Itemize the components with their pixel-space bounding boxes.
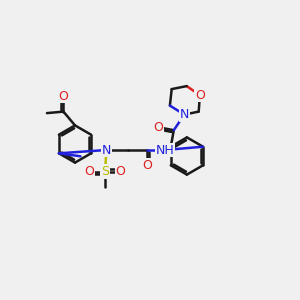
- Text: O: O: [85, 165, 94, 178]
- Text: O: O: [58, 89, 68, 103]
- Text: O: O: [116, 165, 125, 178]
- Text: O: O: [153, 121, 163, 134]
- Text: N: N: [102, 143, 111, 157]
- Text: S: S: [101, 165, 109, 178]
- Text: O: O: [195, 88, 205, 102]
- Text: O: O: [58, 89, 68, 103]
- Text: O: O: [142, 159, 152, 172]
- Text: NH: NH: [156, 143, 175, 157]
- Text: N: N: [180, 108, 189, 121]
